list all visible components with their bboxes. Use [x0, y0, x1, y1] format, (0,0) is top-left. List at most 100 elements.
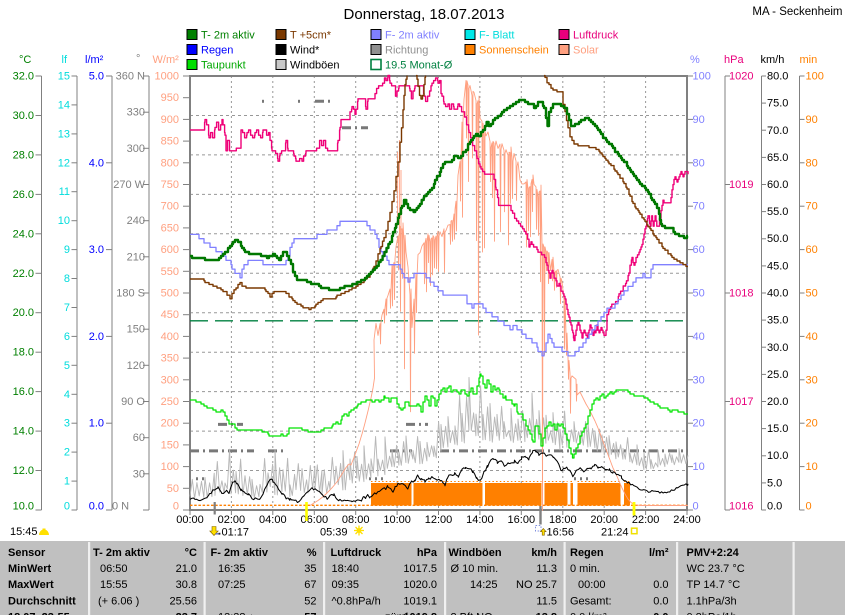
svg-text:32.0: 32.0	[13, 71, 34, 83]
svg-text:TP 14.7 °C: TP 14.7 °C	[687, 579, 741, 591]
svg-text:200: 200	[161, 418, 179, 430]
svg-text:0: 0	[173, 501, 179, 513]
svg-text:70.0: 70.0	[767, 125, 788, 137]
svg-text:28.0: 28.0	[13, 149, 34, 161]
svg-text:40.0: 40.0	[767, 288, 788, 300]
svg-text:l/m²: l/m²	[649, 547, 669, 559]
svg-text:2 Bft NO: 2 Bft NO	[451, 611, 494, 615]
svg-text:hPa: hPa	[724, 54, 744, 66]
svg-text:08:00: 08:00	[342, 514, 370, 526]
svg-text:Regen: Regen	[201, 45, 233, 57]
svg-text:F- 2m aktiv: F- 2m aktiv	[385, 30, 440, 42]
svg-text:57: 57	[304, 611, 316, 615]
svg-text:20:00: 20:00	[590, 514, 618, 526]
svg-text:16:56: 16:56	[547, 526, 575, 538]
svg-text:900: 900	[161, 114, 179, 126]
svg-text:2.0: 2.0	[89, 331, 104, 343]
svg-text:4: 4	[64, 389, 70, 401]
svg-text:60: 60	[133, 432, 145, 444]
svg-text:270 W: 270 W	[113, 179, 145, 191]
svg-text:0.0: 0.0	[767, 501, 782, 513]
svg-text:0.0: 0.0	[89, 501, 104, 513]
svg-text:km/h: km/h	[531, 547, 557, 559]
svg-text:F- 2m aktiv: F- 2m aktiv	[211, 547, 269, 559]
svg-text:800: 800	[161, 157, 179, 169]
svg-text:10: 10	[806, 461, 818, 473]
svg-text:01:17: 01:17	[222, 526, 250, 538]
svg-text:Durchschnitt: Durchschnitt	[8, 595, 76, 607]
svg-text:1: 1	[64, 476, 70, 488]
svg-text:24:00: 24:00	[673, 514, 701, 526]
svg-text:20.0: 20.0	[767, 396, 788, 408]
svg-text:MinWert: MinWert	[8, 563, 52, 575]
svg-text:600: 600	[161, 244, 179, 256]
svg-text:3.0: 3.0	[89, 244, 104, 256]
svg-text:1.1hPa/3h: 1.1hPa/3h	[687, 595, 737, 607]
svg-text:1019.1: 1019.1	[403, 595, 437, 607]
svg-text:02:00: 02:00	[218, 514, 246, 526]
svg-text:14:00: 14:00	[466, 514, 494, 526]
svg-text:16:35: 16:35	[218, 563, 246, 575]
svg-text:23.7: 23.7	[176, 611, 197, 615]
svg-text:80: 80	[693, 157, 705, 169]
svg-text:750: 750	[161, 179, 179, 191]
svg-text:Taupunkt: Taupunkt	[201, 60, 246, 72]
svg-text:20.0: 20.0	[13, 307, 34, 319]
svg-text:11.5: 11.5	[536, 595, 557, 607]
svg-text:0.0: 0.0	[653, 595, 668, 607]
svg-text:350: 350	[161, 353, 179, 365]
svg-text:67: 67	[304, 579, 316, 591]
svg-text:15:45: 15:45	[10, 526, 38, 538]
svg-text:50: 50	[167, 483, 179, 495]
svg-text:950: 950	[161, 92, 179, 104]
svg-text:°C: °C	[19, 54, 31, 66]
svg-text:Donnerstag, 18.07.2013: Donnerstag, 18.07.2013	[344, 6, 505, 23]
svg-text:°C: °C	[185, 547, 197, 559]
svg-text:13.8: 13.8	[536, 611, 557, 615]
svg-text:°: °	[136, 53, 140, 65]
svg-text:2: 2	[64, 447, 70, 459]
svg-text:55.0: 55.0	[767, 206, 788, 218]
svg-text:Sonnenschein: Sonnenschein	[479, 45, 549, 57]
svg-text:Luftdruck: Luftdruck	[331, 547, 383, 559]
svg-text:12: 12	[58, 157, 70, 169]
svg-text:%: %	[307, 547, 317, 559]
svg-text:70: 70	[806, 201, 818, 213]
svg-text:300: 300	[161, 374, 179, 386]
svg-text:7: 7	[64, 302, 70, 314]
svg-text:13: 13	[58, 128, 70, 140]
svg-text:1000: 1000	[155, 71, 179, 83]
svg-text:850: 850	[161, 136, 179, 148]
svg-text:12:00: 12:00	[425, 514, 453, 526]
svg-text:11.3: 11.3	[536, 563, 557, 575]
svg-text:240: 240	[127, 215, 145, 227]
svg-text:18:00: 18:00	[549, 514, 577, 526]
svg-text:16:00: 16:00	[508, 514, 536, 526]
svg-text:52: 52	[304, 595, 316, 607]
svg-text:3: 3	[64, 418, 70, 430]
svg-text:500: 500	[161, 288, 179, 300]
svg-text:Luftdruck: Luftdruck	[573, 30, 619, 42]
svg-text:13:38 ↓: 13:38 ↓	[218, 611, 254, 615]
svg-text:100: 100	[693, 71, 711, 83]
svg-text:30.8: 30.8	[176, 579, 197, 591]
svg-text:30.0: 30.0	[767, 342, 788, 354]
svg-text:4.0: 4.0	[89, 157, 104, 169]
svg-text:min: min	[800, 54, 818, 66]
svg-text:60.0: 60.0	[767, 179, 788, 191]
svg-text:07:25: 07:25	[218, 579, 246, 591]
svg-text:14.0: 14.0	[13, 426, 34, 438]
svg-text:5.0: 5.0	[767, 477, 782, 489]
svg-text:330: 330	[127, 107, 145, 119]
svg-text:70: 70	[693, 201, 705, 213]
svg-text:18:40: 18:40	[332, 563, 360, 575]
svg-text:km/h: km/h	[761, 54, 785, 66]
svg-text:0.0: 0.0	[653, 611, 668, 615]
svg-text:T- 2m aktiv: T- 2m aktiv	[201, 30, 255, 42]
svg-text:100: 100	[806, 71, 824, 83]
svg-text:06:00: 06:00	[301, 514, 329, 526]
svg-text:20: 20	[693, 418, 705, 430]
svg-text:21.0: 21.0	[176, 563, 197, 575]
svg-text:14: 14	[58, 99, 70, 111]
svg-text:300: 300	[127, 143, 145, 155]
